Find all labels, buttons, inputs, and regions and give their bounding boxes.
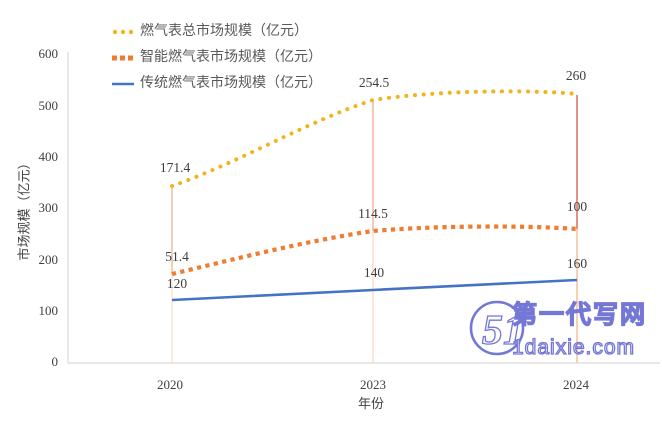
- dashed-line-marker-icon: [112, 55, 133, 61]
- data-label-total-2023: 254.5: [358, 75, 390, 90]
- y-tick-600: 600: [38, 46, 59, 61]
- data-label-traditional-2023: 140: [363, 265, 385, 280]
- legend-item-traditional: 传统燃气表市场规模（亿元）: [112, 76, 322, 92]
- watermark: 51 第一代写网 1daixie.com: [469, 299, 647, 360]
- x-axis-title: 年份: [357, 396, 385, 411]
- total-series-line: [170, 89, 579, 188]
- legend-label-traditional: 传统燃气表市场规模（亿元）: [140, 76, 322, 91]
- solid-line-marker-icon: [112, 82, 134, 86]
- data-label-total-2024: 260: [565, 68, 587, 83]
- data-label-smart-2020: 51.4: [165, 249, 189, 264]
- y-tick-500: 500: [38, 98, 59, 113]
- data-label-total-2020: 171.4: [159, 160, 191, 175]
- watermark-site-url: 1daixie.com: [512, 336, 635, 359]
- y-axis-title: 市场规模（亿元）: [16, 156, 32, 261]
- x-tick-2020: 2020: [157, 377, 183, 392]
- data-label-traditional-2020: 120: [166, 276, 188, 291]
- y-tick-400: 400: [38, 149, 59, 164]
- watermark-site-name: 第一代写网: [512, 300, 647, 329]
- legend-label-smart: 智能燃气表市场规模（亿元）: [140, 50, 322, 65]
- data-label-smart-2023: 114.5: [358, 206, 388, 221]
- x-tick-2024: 2024: [563, 377, 589, 392]
- dotted-line-marker-icon: [112, 29, 134, 35]
- smart-series-line: [171, 224, 578, 277]
- legend-item-smart: 智能燃气表市场规模（亿元）: [112, 50, 322, 66]
- watermark-logo-text: 51: [482, 308, 524, 354]
- traditional-series-line: [171, 278, 578, 302]
- y-tick-200: 200: [38, 252, 59, 267]
- data-label-traditional-2024: 160: [566, 256, 588, 271]
- watermark-logo-circle: [469, 300, 525, 356]
- data-label-smart-2024: 100: [566, 199, 588, 214]
- legend-label-total: 燃气表总市场规模（亿元）: [140, 24, 308, 39]
- x-tick-2023: 2023: [360, 377, 386, 392]
- legend-item-total: 燃气表总市场规模（亿元）: [112, 24, 308, 40]
- y-tick-300: 300: [38, 200, 59, 215]
- y-tick-100: 100: [38, 303, 59, 318]
- y-tick-0: 0: [51, 354, 59, 369]
